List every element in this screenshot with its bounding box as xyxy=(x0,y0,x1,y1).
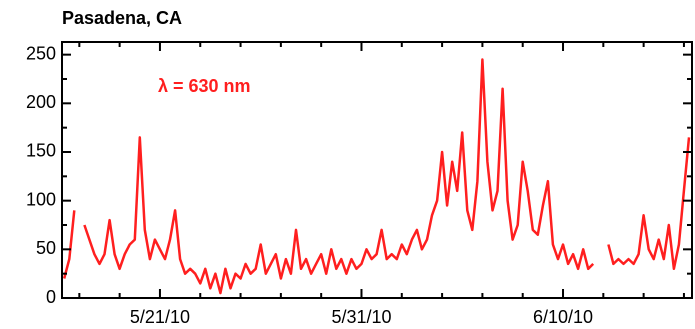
annotation: λ = 630 nm xyxy=(158,76,251,96)
plot-frame xyxy=(61,41,693,299)
y-tick-label: 50 xyxy=(36,238,56,258)
x-tick-label: 5/31/10 xyxy=(331,307,391,327)
y-tick-label: 150 xyxy=(26,141,56,161)
y-tick-label: 200 xyxy=(26,92,56,112)
y-tick-label: 250 xyxy=(26,43,56,63)
y-tick-label: 0 xyxy=(46,287,56,307)
y-tick-label: 100 xyxy=(26,189,56,209)
chart-title: Pasadena, CA xyxy=(62,8,182,28)
x-tick-label: 5/21/10 xyxy=(130,307,190,327)
data-line xyxy=(62,58,691,295)
x-tick-label: 6/10/10 xyxy=(533,307,593,327)
